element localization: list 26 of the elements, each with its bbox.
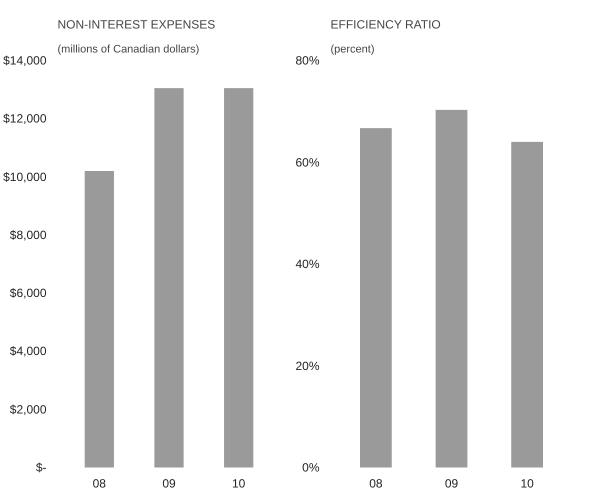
chart-title: EFFICIENCY RATIO: [330, 18, 441, 32]
x-tick-label: 08: [369, 476, 383, 490]
y-tick-label: $8,000: [10, 228, 47, 242]
y-tick-label: 0%: [302, 460, 320, 474]
y-tick-label: $4,000: [10, 344, 47, 358]
bar: [436, 110, 468, 468]
y-tick-label: 40%: [295, 257, 320, 271]
bar: [511, 142, 544, 468]
x-tick-label: 10: [232, 476, 246, 490]
chart-subtitle: (percent): [330, 44, 375, 56]
y-tick-label: 80%: [295, 54, 320, 68]
y-tick-label: $14,000: [3, 54, 47, 68]
y-tick-label: $2,000: [10, 402, 47, 416]
y-tick-label: 60%: [295, 155, 320, 170]
y-tick-label: $6,000: [10, 286, 47, 300]
y-tick-label: $-: [36, 460, 47, 474]
y-tick-label: $10,000: [3, 170, 47, 184]
x-tick-label: 09: [444, 476, 458, 490]
bar: [360, 128, 392, 468]
x-tick-label: 10: [520, 476, 534, 490]
y-tick-label: 20%: [295, 358, 320, 373]
chart-subtitle: (millions of Canadian dollars): [58, 44, 200, 56]
y-tick-label: $12,000: [3, 112, 47, 126]
x-tick-label: 08: [92, 476, 106, 490]
chart-title: NON-INTEREST EXPENSES: [58, 18, 216, 32]
x-tick-label: 09: [162, 476, 176, 490]
